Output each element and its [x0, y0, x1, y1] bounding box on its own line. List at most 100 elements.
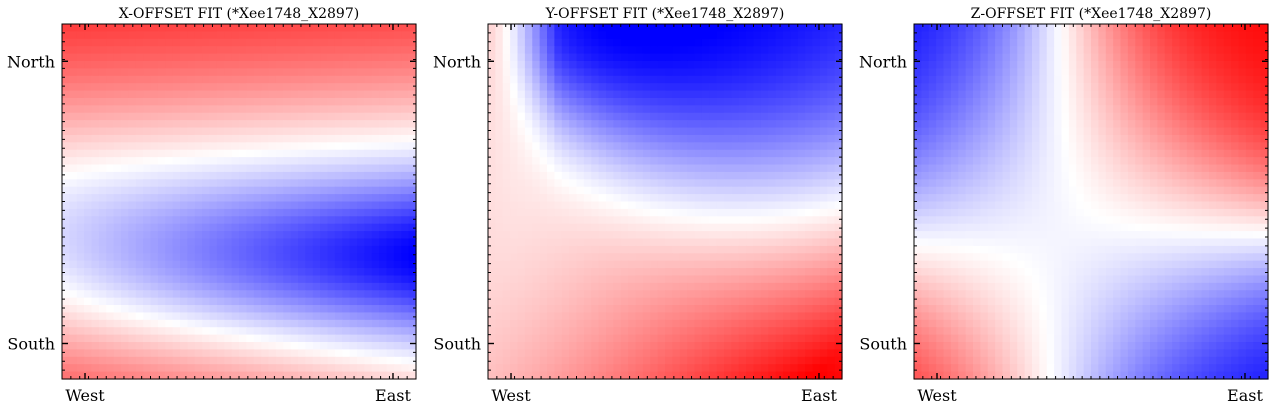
heatmap-cell	[342, 179, 351, 188]
heatmap-cell	[1017, 24, 1026, 32]
heatmap-cell	[488, 164, 496, 173]
heatmap-cell	[312, 90, 321, 99]
heatmap-cell	[320, 24, 329, 32]
heatmap-cell	[180, 208, 188, 217]
heatmap-cell	[591, 312, 600, 321]
heatmap-cell	[239, 216, 247, 225]
heatmap-cell	[62, 327, 70, 336]
heatmap-cell	[135, 356, 144, 365]
heatmap-cell	[709, 112, 718, 121]
heatmap-cell	[202, 327, 211, 336]
heatmap-cell	[665, 216, 673, 225]
heatmap-cell	[393, 149, 402, 158]
heatmap-cell	[524, 216, 533, 225]
heatmap-cell	[172, 120, 181, 129]
heatmap-cell	[650, 97, 659, 106]
heatmap-cell	[401, 31, 410, 40]
heatmap-cell	[216, 238, 225, 247]
heatmap-cell	[305, 268, 314, 277]
heatmap-cell	[731, 194, 740, 203]
heatmap-cell	[268, 149, 277, 158]
heatmap-cell	[620, 149, 629, 158]
heatmap-cell	[827, 83, 836, 92]
heatmap-cell	[312, 179, 321, 188]
heatmap-cell	[253, 97, 262, 106]
heatmap-cell	[202, 120, 211, 129]
heatmap-cell	[121, 327, 129, 336]
heatmap-cell	[746, 164, 755, 173]
heatmap-cell	[261, 334, 270, 343]
heatmap-cell	[724, 134, 732, 143]
heatmap-cell	[819, 75, 828, 84]
heatmap-cell	[812, 120, 821, 129]
heatmap-cell	[805, 179, 814, 188]
heatmap-cell	[246, 349, 255, 358]
heatmap-cell	[510, 275, 519, 284]
heatmap-cell	[805, 134, 814, 143]
heatmap-cell	[561, 179, 570, 188]
heatmap-cell	[1150, 24, 1158, 32]
heatmap-cell	[209, 120, 218, 129]
heatmap-cell	[591, 24, 600, 32]
heatmap-cell	[268, 245, 277, 254]
heatmap-cell	[805, 24, 814, 32]
heatmap-cell	[143, 371, 152, 380]
heatmap-cell	[539, 268, 548, 277]
heatmap-cell	[532, 342, 541, 351]
heatmap-cell	[547, 305, 555, 314]
heatmap-cell	[812, 268, 821, 277]
heatmap-cell	[386, 90, 395, 99]
heatmap-cell	[379, 24, 388, 32]
heatmap-cell	[716, 342, 725, 351]
heatmap-cell	[502, 342, 511, 351]
heatmap-cell	[554, 46, 563, 55]
heatmap-cell	[775, 157, 784, 166]
heatmap-cell	[797, 231, 806, 240]
heatmap-cell	[231, 142, 240, 151]
heatmap-cell	[231, 290, 240, 299]
heatmap-cell	[371, 268, 380, 277]
heatmap-cell	[790, 231, 799, 240]
heatmap-cell	[657, 238, 666, 247]
heatmap-cell	[408, 179, 417, 188]
heatmap-cell	[576, 305, 585, 314]
heatmap-cell	[62, 112, 70, 121]
heatmap-cell	[253, 208, 262, 217]
heatmap-cell	[694, 223, 703, 232]
heatmap-cell	[143, 231, 152, 240]
heatmap-cell	[812, 231, 821, 240]
heatmap-cell	[135, 53, 144, 62]
heatmap-cell	[106, 194, 115, 203]
heatmap-cell	[128, 275, 137, 284]
heatmap-cell	[320, 112, 329, 121]
heatmap-cell	[606, 194, 614, 203]
heatmap-cell	[1091, 24, 1099, 32]
heatmap-cell	[694, 194, 703, 203]
heatmap-cell	[298, 60, 306, 69]
heatmap-cell	[694, 120, 703, 129]
heatmap-cell	[738, 334, 747, 343]
heatmap-cell	[701, 371, 710, 380]
heatmap-cell	[665, 90, 673, 99]
heatmap-cell	[98, 194, 107, 203]
heatmap-cell	[231, 134, 240, 143]
heatmap-cell	[121, 53, 129, 62]
heatmap-cell	[724, 53, 732, 62]
heatmap-cell	[561, 334, 570, 343]
heatmap-cell	[657, 83, 666, 92]
heatmap-cell	[819, 97, 828, 106]
heatmap-cell	[980, 24, 989, 32]
heatmap-cell	[635, 142, 644, 151]
heatmap-cell	[665, 134, 673, 143]
heatmap-cell	[268, 327, 277, 336]
heatmap-cell	[783, 356, 791, 365]
heatmap-cell	[1061, 24, 1070, 32]
heatmap-cell	[665, 327, 673, 336]
heatmap-cell	[502, 68, 511, 77]
heatmap-cell	[224, 60, 233, 69]
heatmap-cell	[812, 312, 821, 321]
heatmap-cell	[320, 349, 329, 358]
heatmap-cell	[209, 334, 218, 343]
heatmap-cell	[121, 97, 129, 106]
heatmap-cell	[379, 53, 388, 62]
